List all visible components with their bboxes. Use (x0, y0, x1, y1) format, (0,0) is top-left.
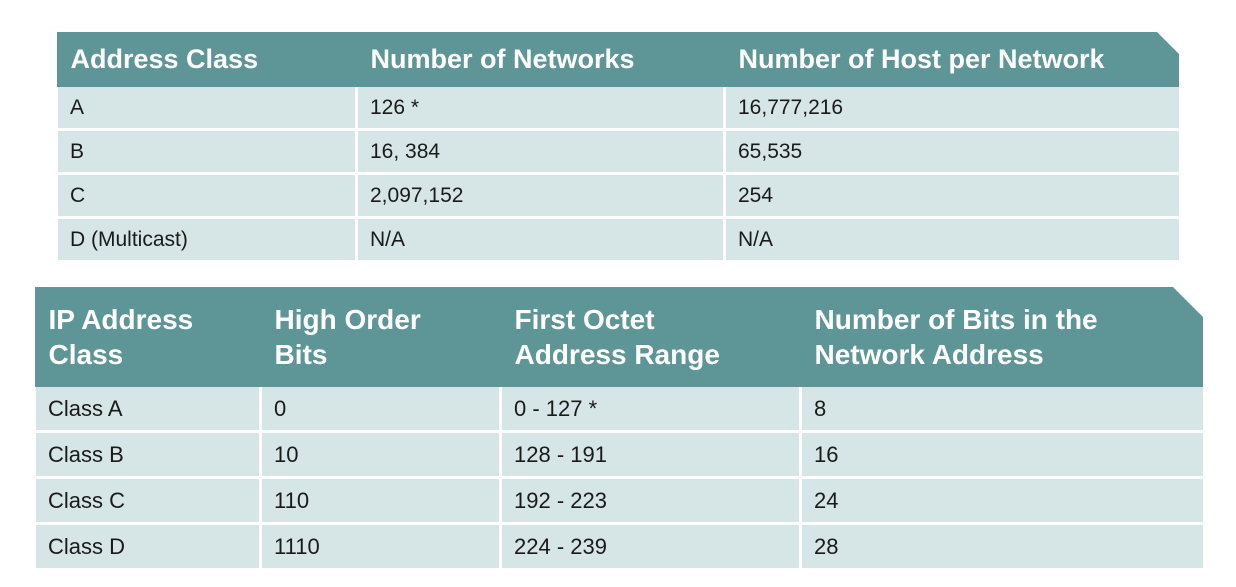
cell-high-order-bits: 110 (260, 477, 502, 525)
header-line: Class (48, 339, 124, 370)
header-line: Network Address (814, 339, 1044, 370)
header-line: Bits (274, 339, 328, 370)
table-row: Class A 0 0 - 127 * 8 (33, 387, 1203, 433)
header-network-bits: Number of Bits in the Network Address (800, 287, 1203, 387)
header-line: High Order (274, 304, 421, 335)
table-row: B 16, 384 65,535 (55, 129, 1179, 175)
header-address-class: Address Class (56, 32, 357, 87)
cell-hosts-per-network: 254 (724, 173, 1179, 219)
address-class-table: Address Class Number of Networks Number … (55, 32, 1179, 263)
cell-first-octet-range: 192 - 223 (500, 477, 802, 525)
header-first-octet-range: First Octet Address Range (500, 287, 801, 387)
table-row: Class C 110 192 - 223 24 (33, 477, 1203, 525)
cell-hosts-per-network: 65,535 (724, 129, 1179, 175)
cell-hosts-per-network: N/A (724, 217, 1179, 263)
cell-network-bits: 24 (800, 477, 1203, 525)
ip-address-class-table: IP Address Class High Order Bits First O… (33, 287, 1203, 571)
cell-high-order-bits: 1110 (260, 523, 502, 571)
cell-first-octet-range: 128 - 191 (500, 431, 802, 479)
header-line: First Octet (514, 304, 655, 335)
cell-number-of-networks: 2,097,152 (356, 173, 726, 219)
cell-address-class: A (55, 87, 358, 131)
table-header-row: Address Class Number of Networks Number … (56, 32, 1179, 87)
cell-ip-class: Class B (33, 431, 262, 479)
cell-first-octet-range: 224 - 239 (500, 523, 802, 571)
header-number-of-networks: Number of Networks (356, 32, 725, 87)
header-high-order-bits: High Order Bits (260, 287, 501, 387)
cell-number-of-networks: N/A (356, 217, 726, 263)
table-row: C 2,097,152 254 (55, 173, 1179, 219)
header-ip-address-class: IP Address Class (34, 287, 261, 387)
header-line: Address Range (514, 339, 720, 370)
cell-first-octet-range: 0 - 127 * (500, 387, 802, 433)
cell-high-order-bits: 0 (260, 387, 502, 433)
header-hosts-per-network: Number of Host per Network (724, 32, 1179, 87)
cell-address-class: C (55, 173, 358, 219)
cell-hosts-per-network: 16,777,216 (724, 87, 1179, 131)
table-row: A 126 * 16,777,216 (55, 87, 1179, 131)
cell-network-bits: 8 (800, 387, 1203, 433)
table-row: D (Multicast) N/A N/A (55, 217, 1179, 263)
cell-high-order-bits: 10 (260, 431, 502, 479)
table-header-row: IP Address Class High Order Bits First O… (34, 287, 1203, 387)
cell-number-of-networks: 126 * (356, 87, 726, 131)
cell-address-class: B (55, 129, 358, 175)
header-corner-cut (1173, 287, 1203, 317)
cell-address-class: D (Multicast) (55, 217, 358, 263)
table-row: Class B 10 128 - 191 16 (33, 431, 1203, 479)
cell-ip-class: Class A (33, 387, 262, 433)
header-corner-cut (1157, 32, 1179, 54)
header-line: IP Address (48, 304, 194, 335)
cell-ip-class: Class D (33, 523, 262, 571)
header-line: Number of Bits in the (814, 304, 1098, 335)
table-row: Class D 1110 224 - 239 28 (33, 523, 1203, 571)
cell-number-of-networks: 16, 384 (356, 129, 726, 175)
cell-network-bits: 28 (800, 523, 1203, 571)
cell-ip-class: Class C (33, 477, 262, 525)
cell-network-bits: 16 (800, 431, 1203, 479)
